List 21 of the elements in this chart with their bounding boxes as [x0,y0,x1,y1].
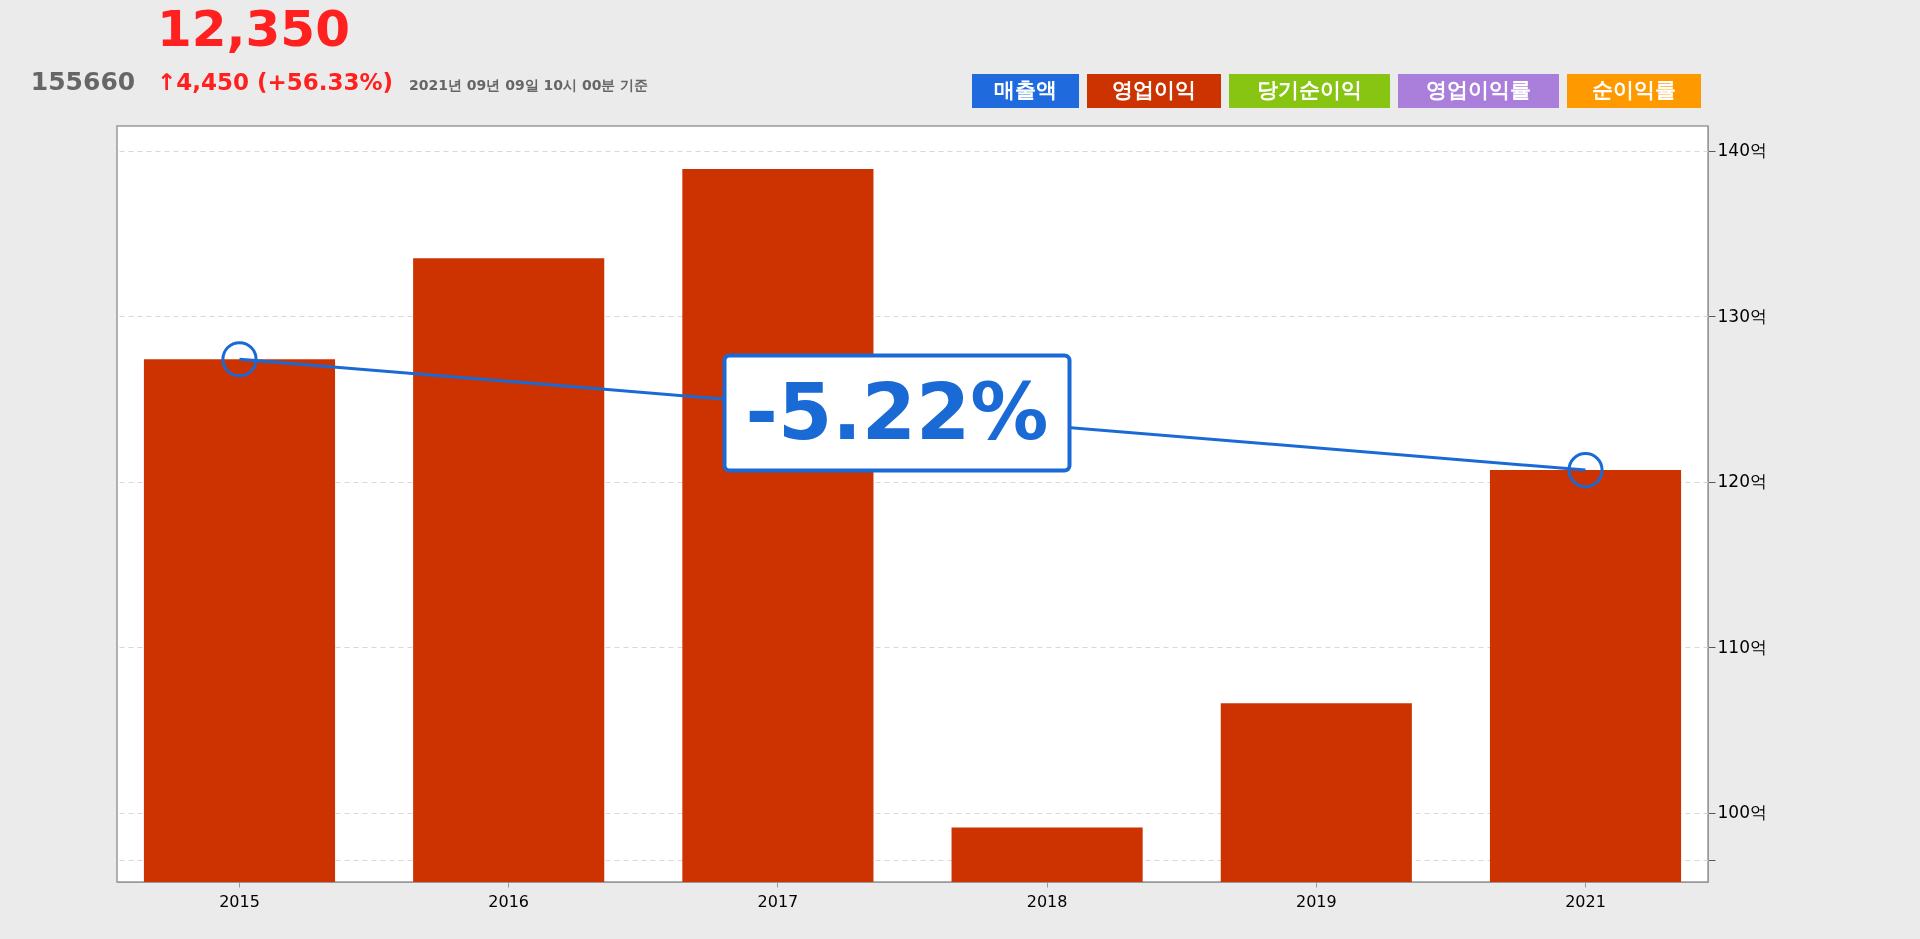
legend-label: 영업이익 [1112,78,1196,102]
legend-label: 영업이익률 [1426,78,1531,102]
legend-label: 순이익률 [1592,78,1676,102]
y-tick-label: 120억 [1717,471,1767,492]
x-tick-label: 2018 [1026,891,1068,911]
legend-label: 당기순이익 [1257,78,1362,102]
y-tick-label: 130억 [1717,305,1767,326]
text: 12,350 [157,0,350,58]
legend-label: 매출액 [994,78,1057,102]
x-tick-label: 2016 [488,891,530,911]
x-tick-label: 2017 [757,891,799,911]
text: 155660 [30,67,136,96]
text: ↑4,450 (+56.33%) [157,69,394,95]
x-tick-label: 2019 [1295,891,1337,911]
y-tick-label: 140억 [1717,140,1767,161]
y-tick-label: 100억 [1717,802,1767,823]
annotation: -5.22% [745,367,1049,457]
text: 2021년 09년 09일 10시 00분 기준 [409,77,649,93]
x-tick-label: 2015 [219,891,260,911]
x-tick-label: 2021 [1565,891,1606,911]
y-tick-label: 110억 [1717,636,1767,657]
